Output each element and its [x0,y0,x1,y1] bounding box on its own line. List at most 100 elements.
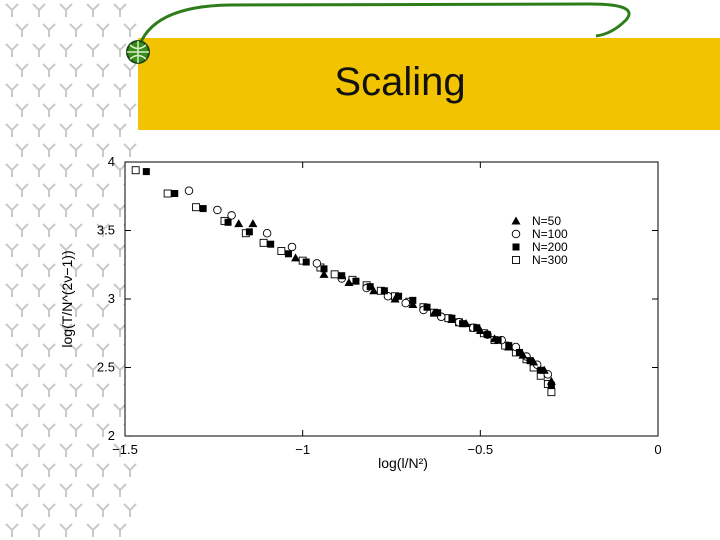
data-point-triangle [546,376,556,385]
legend-marker-open-square [512,256,520,264]
pattern-glyph [59,83,73,97]
pattern-glyph [15,343,29,357]
slide-title: Scaling [334,60,466,104]
data-point-circle [312,259,322,268]
data-point-square [473,324,481,332]
pattern-glyph [113,403,127,417]
pattern-glyph [32,323,46,337]
data-point-square [537,366,545,374]
data-point-square [302,258,310,266]
pattern-glyph [59,163,73,177]
pattern-glyph [96,103,110,117]
pattern-glyph [86,323,100,337]
data-point-square [284,250,292,258]
pattern-glyph [5,443,19,457]
data-point-square [338,272,346,280]
pattern-glyph [113,3,127,17]
pattern-glyph [59,323,73,337]
pattern-glyph [86,283,100,297]
data-point-triangle [461,319,471,328]
pattern-glyph [86,203,100,217]
data-point-open-square [547,388,556,397]
x-tick-label: 0 [654,442,661,457]
pattern-glyph [32,3,46,17]
data-point-square [171,190,179,198]
data-point-open-square [277,247,286,256]
pattern-glyph [96,503,110,517]
y-tick-label: 2.5 [97,360,115,375]
legend-marker-circle [511,229,521,239]
pattern-glyph [113,443,127,457]
pattern-glyph [42,463,56,477]
pattern-glyph [113,203,127,217]
pattern-glyph [69,423,83,437]
legend-label: N=300 [532,253,568,267]
pattern-glyph [5,283,19,297]
y-tick-label: 3.5 [97,223,115,238]
data-point-circle [227,211,236,220]
data-point-square [320,265,328,273]
pattern-glyph [113,283,127,297]
pattern-glyph [32,283,46,297]
pattern-glyph [32,523,46,537]
data-point-open-square [163,189,172,198]
data-point-open-square [131,166,140,175]
pattern-glyph [5,523,19,537]
data-point-circle [383,292,393,301]
pattern-glyph [5,203,19,217]
x-axis-label: log(l/N²) [378,455,428,471]
x-tick-label: −1.5 [112,442,138,457]
pattern-glyph [15,223,29,237]
pattern-glyph [69,183,83,197]
pattern-glyph [113,43,127,57]
legend-label: N=200 [532,240,568,254]
pattern-glyph [123,143,137,157]
pattern-glyph [113,83,127,97]
data-point-circle [184,186,194,196]
data-point-triangle [408,299,418,308]
data-point-triangle [504,342,514,351]
pattern-glyph [59,203,73,217]
pattern-glyph [15,183,29,197]
pattern-glyph [59,363,73,377]
data-point-square [267,240,275,248]
pattern-glyph [86,443,100,457]
pattern-glyph [32,443,46,457]
pattern-glyph [5,123,19,137]
pattern-glyph [32,243,46,257]
pattern-glyph [15,23,29,37]
pattern-glyph [69,303,83,317]
pattern-glyph [15,503,29,517]
data-point-triangle [475,326,485,335]
pattern-glyph [42,23,56,37]
data-point-square [366,283,374,291]
pattern-glyph [59,243,73,257]
pattern-glyph [113,163,127,177]
pattern-glyph [96,383,110,397]
pattern-glyph [69,343,83,357]
data-point-circle [287,242,297,252]
data-point-square [245,228,253,236]
pattern-glyph [15,263,29,277]
pattern-glyph [32,203,46,217]
pattern-glyph [5,363,19,377]
pattern-glyph [5,83,19,97]
pattern-glyph [32,43,46,57]
data-point-open-square [192,203,201,212]
pattern-glyph [42,423,56,437]
pattern-glyph [113,243,127,257]
data-point-triangle [490,334,500,343]
data-point-square [526,357,534,365]
pattern-glyph [96,423,110,437]
pattern-glyph [5,43,19,57]
legend-label: N=50 [532,214,561,228]
pattern-glyph [42,343,56,357]
pattern-glyph [69,63,83,77]
pattern-glyph [59,523,73,537]
pattern-glyph [96,343,110,357]
pattern-glyph [5,163,19,177]
pattern-glyph [15,63,29,77]
title-banner [138,38,720,130]
pattern-glyph [32,403,46,417]
